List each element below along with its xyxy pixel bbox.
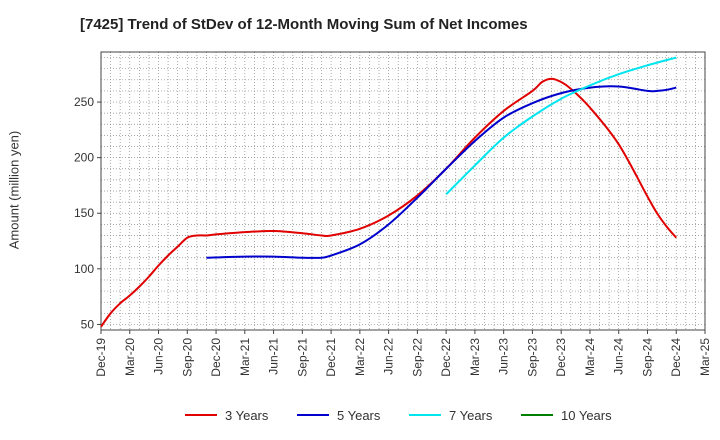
x-tick-label: Jun-23	[497, 338, 511, 375]
x-tick-label: Dec-24	[669, 338, 683, 377]
x-tick-label: Jun-20	[152, 338, 166, 375]
legend-label-10-years: 10 Years	[561, 408, 612, 423]
x-tick-label: Mar-23	[468, 338, 482, 376]
x-tick-label: Dec-20	[209, 338, 223, 377]
plot-area	[101, 52, 705, 330]
x-tick-label: Jun-24	[612, 338, 626, 375]
legend-label-3-years: 3 Years	[225, 408, 269, 423]
x-tick-label: Mar-22	[353, 338, 367, 376]
x-tick-label: Jun-22	[382, 338, 396, 375]
y-tick-label: 150	[74, 206, 94, 220]
x-tick-label: Mar-25	[698, 338, 712, 376]
legend-label-7-years: 7 Years	[449, 408, 493, 423]
x-tick-label: Dec-21	[324, 338, 338, 377]
x-tick-label: Sep-24	[640, 338, 654, 377]
x-tick-label: Sep-20	[180, 338, 194, 377]
x-tick-label: Sep-23	[525, 338, 539, 377]
y-tick-label: 250	[74, 95, 94, 109]
x-tick-label: Dec-23	[554, 338, 568, 377]
x-tick-label: Jun-21	[267, 338, 281, 375]
x-tick-label: Mar-21	[238, 338, 252, 376]
series-line-5-years	[206, 85, 677, 259]
x-tick-label: Dec-19	[94, 338, 108, 377]
x-tick-label: Sep-22	[410, 338, 424, 377]
plot-frame	[100, 51, 706, 331]
series-line-7-years	[445, 56, 677, 196]
x-tick-label: Dec-22	[439, 338, 453, 377]
x-tick-label: Mar-20	[123, 338, 137, 376]
y-tick-label: 200	[74, 151, 94, 165]
x-tick-label: Sep-21	[295, 338, 309, 377]
y-tick-label: 50	[81, 317, 95, 331]
legend-label-5-years: 5 Years	[337, 408, 381, 423]
x-tick-label: Mar-24	[583, 338, 597, 376]
chart-title: [7425] Trend of StDev of 12-Month Moving…	[80, 16, 528, 33]
y-tick-label: 100	[74, 262, 94, 276]
